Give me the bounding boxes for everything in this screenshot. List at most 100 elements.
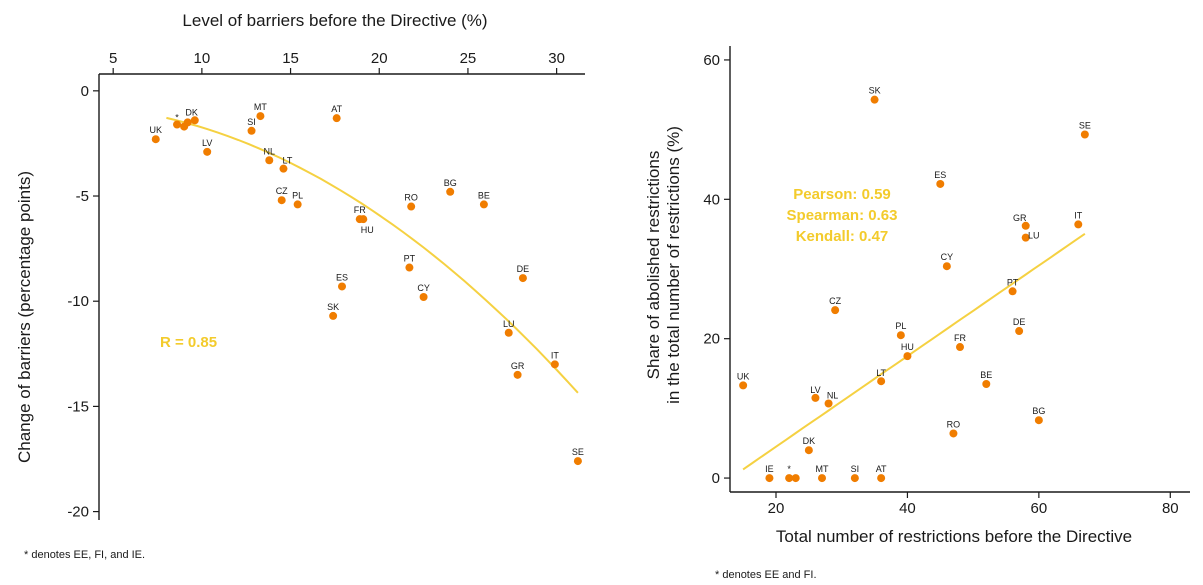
right-point-nl — [824, 399, 833, 408]
right-point-label: SK — [869, 86, 881, 96]
left-x-tick-label: 15 — [282, 50, 299, 67]
left-point-es — [338, 282, 346, 291]
right-point-label: PL — [895, 321, 906, 331]
spearman-label: Spearman: 0.63 — [787, 207, 898, 224]
left-point-label: SE — [572, 447, 584, 457]
right-point-label: BG — [1032, 406, 1045, 416]
right-point-label: LT — [876, 368, 886, 378]
right-x-tick-label: 40 — [899, 500, 916, 517]
right-point-bg — [1034, 416, 1043, 425]
right-y-tick-label: 40 — [703, 191, 720, 208]
left-x-tick-label: 5 — [109, 50, 117, 67]
right-y-tick-label: 60 — [703, 52, 720, 69]
left-point-it — [550, 360, 559, 369]
left-correlation-label: R = 0.85 — [160, 334, 217, 351]
right-point-cy — [942, 262, 951, 271]
right-x-tick-label: 80 — [1162, 500, 1179, 517]
right-point-at — [877, 474, 886, 483]
right-point-lu — [1021, 233, 1030, 242]
left-point-label: HU — [361, 225, 374, 235]
left-point-label: CY — [417, 283, 430, 293]
left-point-label: LU — [503, 319, 515, 329]
left-point-label: LT — [283, 156, 293, 166]
right-point-de — [1015, 327, 1024, 336]
right-point-sk — [870, 95, 879, 104]
left-point-label: PL — [292, 190, 303, 200]
right-point-hu — [903, 352, 912, 361]
right-x-axis-title: Total number of restrictions before the … — [776, 527, 1132, 546]
left-point-label: FR — [354, 205, 366, 215]
chart-right: Total number of restrictions before the … — [644, 46, 1190, 581]
right-y-tick-label: 20 — [703, 331, 720, 348]
right-point-dk — [804, 446, 813, 455]
right-x-tick-label: 20 — [768, 500, 785, 517]
right-point-label: RO — [947, 419, 961, 429]
right-point-label: IE — [765, 464, 774, 474]
right-y-tick-label: 0 — [712, 470, 720, 487]
left-fit-line — [166, 116, 579, 394]
left-point-label: DE — [517, 264, 530, 274]
right-point-label: SE — [1079, 121, 1091, 131]
right-point-pl — [896, 331, 905, 340]
left-point-pl — [293, 200, 302, 209]
right-y-ticks: 0 20 40 60 — [703, 52, 730, 487]
right-point-label: PT — [1007, 277, 1019, 287]
left-y-tick-label: -10 — [67, 293, 89, 310]
left-y-tick-label: 0 — [81, 83, 89, 100]
left-point-label: AT — [331, 104, 342, 114]
right-point-lv — [811, 393, 820, 402]
right-x-tick-label: 60 — [1031, 500, 1048, 517]
left-point-label: SK — [327, 302, 339, 312]
left-point-nl — [265, 156, 274, 165]
right-point-fr — [956, 343, 964, 352]
left-point-label: SI — [247, 117, 256, 127]
left-point-label: PT — [404, 254, 416, 264]
left-point-label: * — [175, 112, 179, 122]
right-fit-line — [742, 232, 1086, 471]
left-point-dk — [183, 118, 192, 127]
right-point-label: ES — [934, 170, 946, 180]
left-point-cy — [419, 293, 428, 301]
left-point-lu — [504, 328, 513, 337]
left-y-tick-label: -15 — [67, 398, 89, 415]
right-point-label: CZ — [829, 296, 841, 306]
right-point-label: IT — [1074, 210, 1083, 220]
right-point-pt — [1008, 287, 1017, 296]
right-point-se — [1080, 130, 1089, 139]
left-point-label: MT — [254, 102, 267, 112]
right-point-cz — [831, 306, 840, 315]
right-point-label: NL — [827, 390, 839, 400]
right-point-label: FR — [954, 333, 966, 343]
right-point-mt — [818, 474, 826, 483]
left-point-pt — [405, 263, 414, 272]
left-point-label: ES — [336, 272, 348, 282]
left-point-label: BE — [478, 190, 490, 200]
right-point-label: GR — [1013, 213, 1027, 223]
left-points: UK * DK LV MT SI NL LT CZ PL AT FR HU RO BG BE ES SK PT CY D… — [150, 102, 584, 466]
right-point-label: AT — [876, 464, 887, 474]
left-x-axis-title: Level of barriers before the Directive (… — [182, 11, 487, 30]
chart-left: Level of barriers before the Directive (… — [15, 11, 585, 561]
right-point-uk — [739, 381, 748, 390]
right-point-ie — [765, 474, 774, 483]
left-x-ticks: 5 10 15 20 25 30 — [109, 50, 565, 74]
right-point-label: BE — [980, 370, 992, 380]
left-x-tick-label: 25 — [460, 50, 477, 67]
left-footnote: * denotes EE, FI, and IE. — [24, 549, 145, 561]
right-point-label: SI — [851, 464, 860, 474]
right-footnote: * denotes EE and FI. — [715, 569, 817, 581]
left-point-se — [573, 457, 582, 466]
left-point-cz — [277, 196, 286, 205]
left-point-star — [173, 120, 182, 129]
left-x-tick-label: 30 — [548, 50, 565, 67]
right-point-ro — [949, 429, 958, 438]
left-y-axis-title: Change of barriers (percentage points) — [15, 171, 34, 463]
right-points: UK IE * MT SI AT DK LV NL CZ SK LT PL HU ES CY RO FR BE PT D… — [737, 86, 1091, 483]
right-point-gr — [1021, 221, 1030, 230]
right-point-lt — [877, 377, 886, 386]
left-point-gr — [513, 370, 522, 379]
right-point-label: * — [787, 464, 791, 474]
right-point-be — [982, 379, 991, 388]
left-point-si — [247, 126, 256, 135]
right-point-label: LU — [1028, 231, 1040, 241]
